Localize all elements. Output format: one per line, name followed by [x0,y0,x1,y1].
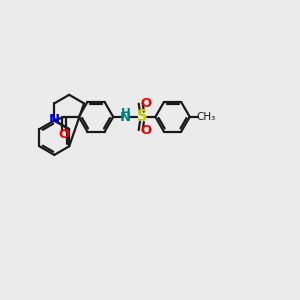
Text: S: S [137,110,147,124]
Text: CH₃: CH₃ [196,112,216,122]
Text: H: H [121,107,130,120]
Text: N: N [120,111,131,124]
Text: O: O [140,124,151,137]
Text: O: O [58,128,70,141]
Text: O: O [140,97,151,110]
Text: N: N [49,113,60,126]
